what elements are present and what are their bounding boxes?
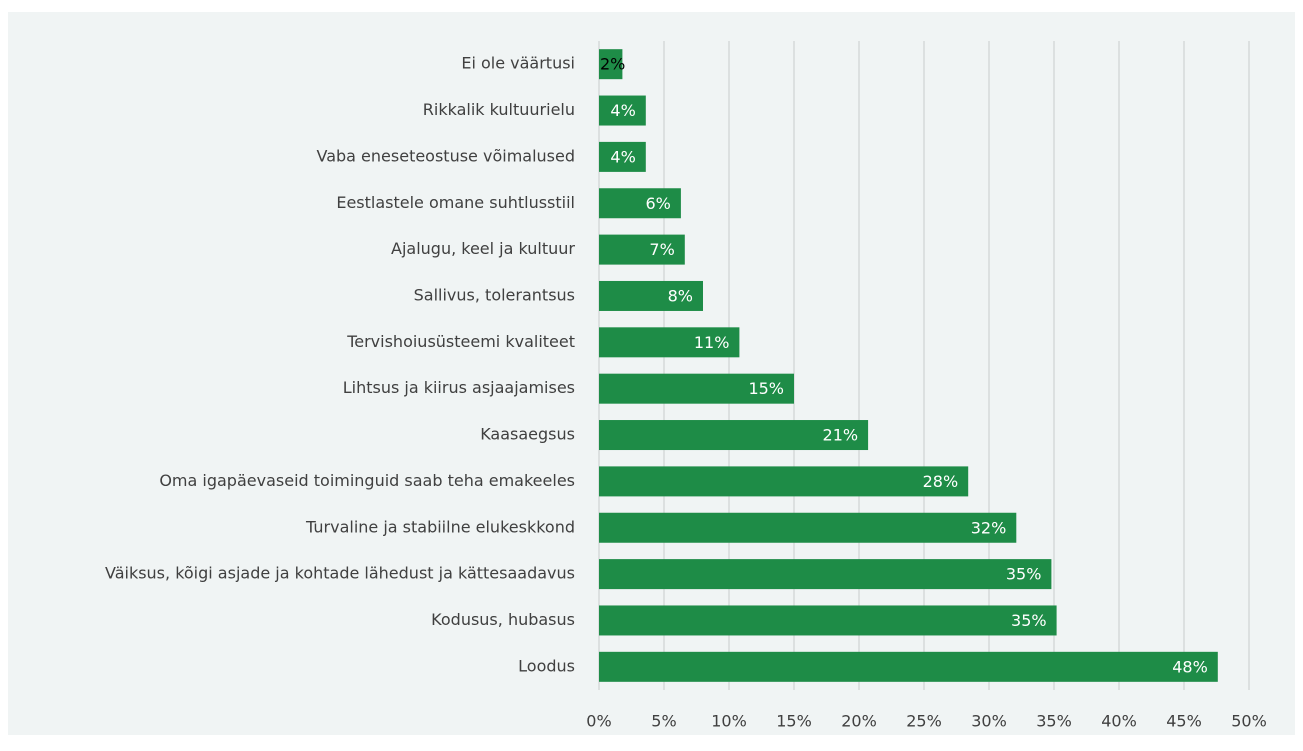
data-label: 15%: [748, 379, 784, 398]
bar: [599, 188, 681, 219]
category-label: Eestlastele omane suhtlusstiil: [336, 193, 575, 212]
category-label: Vaba eneseteostuse võimalused: [317, 146, 576, 165]
category-label: Ajalugu, keel ja kultuur: [391, 239, 575, 258]
bar: [599, 420, 869, 451]
category-label: Väiksus, kõigi asjade ja kohtade lähedus…: [105, 564, 575, 583]
category-label: Ei ole väärtusi: [461, 54, 575, 73]
bar: [599, 512, 1017, 543]
x-tick-label: 35%: [1036, 712, 1072, 731]
data-label: 11%: [694, 333, 730, 352]
x-tick-label: 0%: [586, 712, 611, 731]
category-label: Kodusus, hubasus: [431, 610, 575, 629]
category-label: Loodus: [518, 656, 575, 675]
x-tick-label: 45%: [1166, 712, 1202, 731]
bar: [599, 141, 646, 172]
x-tick-label: 10%: [711, 712, 747, 731]
category-label: Sallivus, tolerantsus: [414, 285, 575, 304]
data-label: 8%: [668, 286, 693, 305]
bar: [599, 95, 646, 126]
category-label: Kaasaegsus: [480, 425, 575, 444]
category-label: Oma igapäevaseid toiminguid saab teha em…: [159, 471, 575, 490]
data-label: 7%: [649, 240, 674, 259]
bar: [599, 559, 1052, 590]
bar: [599, 234, 685, 265]
data-label: 35%: [1006, 565, 1042, 584]
data-label: 48%: [1172, 657, 1208, 676]
x-tick-label: 20%: [841, 712, 877, 731]
category-label: Tervishoiusüsteemi kvaliteet: [346, 332, 575, 351]
data-label: 21%: [823, 426, 859, 445]
bar: [599, 49, 623, 80]
data-label: 32%: [971, 518, 1007, 537]
x-tick-label: 5%: [651, 712, 676, 731]
x-tick-label: 15%: [776, 712, 812, 731]
bar: [599, 605, 1057, 636]
data-label: 35%: [1011, 611, 1047, 630]
category-label: Turvaline ja stabiilne elukeskkond: [305, 517, 575, 536]
bar: [599, 651, 1218, 682]
x-tick-label: 40%: [1101, 712, 1137, 731]
bar: [599, 466, 969, 497]
x-tick-label: 25%: [906, 712, 942, 731]
data-label: 4%: [610, 147, 635, 166]
bar: [599, 280, 703, 311]
data-label: 28%: [923, 472, 959, 491]
data-label: 2%: [600, 55, 625, 74]
category-label: Lihtsus ja kiirus asjaajamises: [343, 378, 575, 397]
data-label: 4%: [610, 101, 635, 120]
data-label: 6%: [646, 194, 671, 213]
category-label: Rikkalik kultuurielu: [423, 100, 575, 119]
bar: [599, 373, 794, 404]
bar: [599, 327, 740, 358]
x-tick-label: 30%: [971, 712, 1007, 731]
x-tick-label: 50%: [1231, 712, 1267, 731]
